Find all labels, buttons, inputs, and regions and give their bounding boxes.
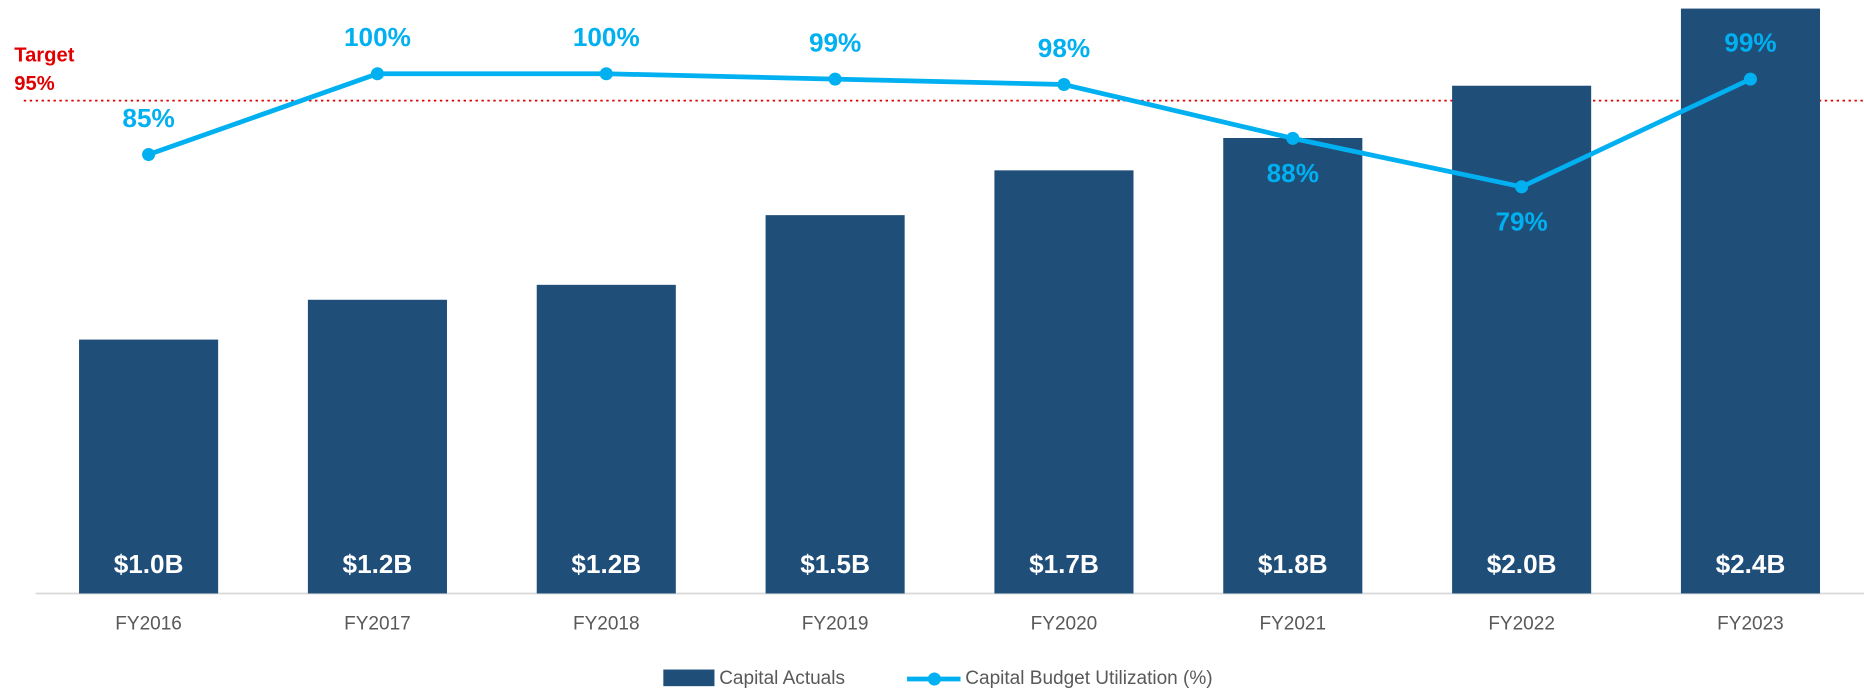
target-label: Target [14, 44, 74, 66]
line-value-label: 99% [809, 28, 861, 58]
line-value-label: 98% [1038, 33, 1090, 63]
x-tick-label: FY2019 [802, 613, 869, 634]
line-point [599, 67, 613, 81]
line-point [1515, 180, 1529, 194]
line-point [142, 147, 156, 162]
x-tick-label: FY2018 [573, 613, 640, 634]
legend-swatch-point [927, 672, 941, 686]
bar-value-label: $1.5B [800, 549, 870, 579]
x-tick-label: FY2023 [1717, 613, 1784, 634]
line-point [1057, 77, 1071, 92]
bar-value-label: $1.2B [571, 549, 641, 579]
x-tick-label: FY2020 [1031, 613, 1098, 634]
x-tick-label: FY2021 [1259, 613, 1326, 634]
line-value-label: 100% [573, 22, 640, 52]
line-point [1286, 131, 1300, 145]
bar [536, 284, 676, 594]
line-value-label: 99% [1724, 28, 1776, 58]
line-point [828, 72, 842, 86]
bar-value-label: $1.7B [1029, 549, 1099, 579]
legend-label: Capital Actuals [719, 668, 845, 689]
line [147, 71, 1752, 190]
line-point [370, 67, 384, 81]
bar [994, 170, 1134, 594]
line-point [1743, 72, 1758, 86]
bar [307, 299, 447, 594]
bar [1223, 137, 1363, 594]
legend-label: Capital Budget Utilization (%) [965, 668, 1212, 689]
line-value-label: 100% [344, 22, 411, 52]
bar [1680, 8, 1821, 594]
bar-value-label: $2.0B [1487, 549, 1557, 579]
bar [1452, 85, 1592, 594]
bar [79, 339, 219, 594]
line-value-label: 88% [1267, 158, 1319, 188]
bar-value-label: $1.8B [1258, 549, 1328, 579]
x-tick-label: FY2022 [1488, 613, 1555, 634]
legend-swatch [663, 669, 715, 687]
x-tick-label: FY2016 [115, 613, 182, 634]
x-tick-label: FY2017 [344, 613, 411, 634]
bar-value-label: $1.0B [114, 549, 184, 579]
bar-value-label: $1.2B [343, 549, 413, 579]
bar-value-label: $2.4B [1716, 549, 1786, 579]
bar [765, 215, 905, 594]
line-value-label: 85% [122, 103, 174, 133]
target-value-label: 95% [14, 73, 54, 95]
line-value-label: 79% [1495, 207, 1547, 237]
